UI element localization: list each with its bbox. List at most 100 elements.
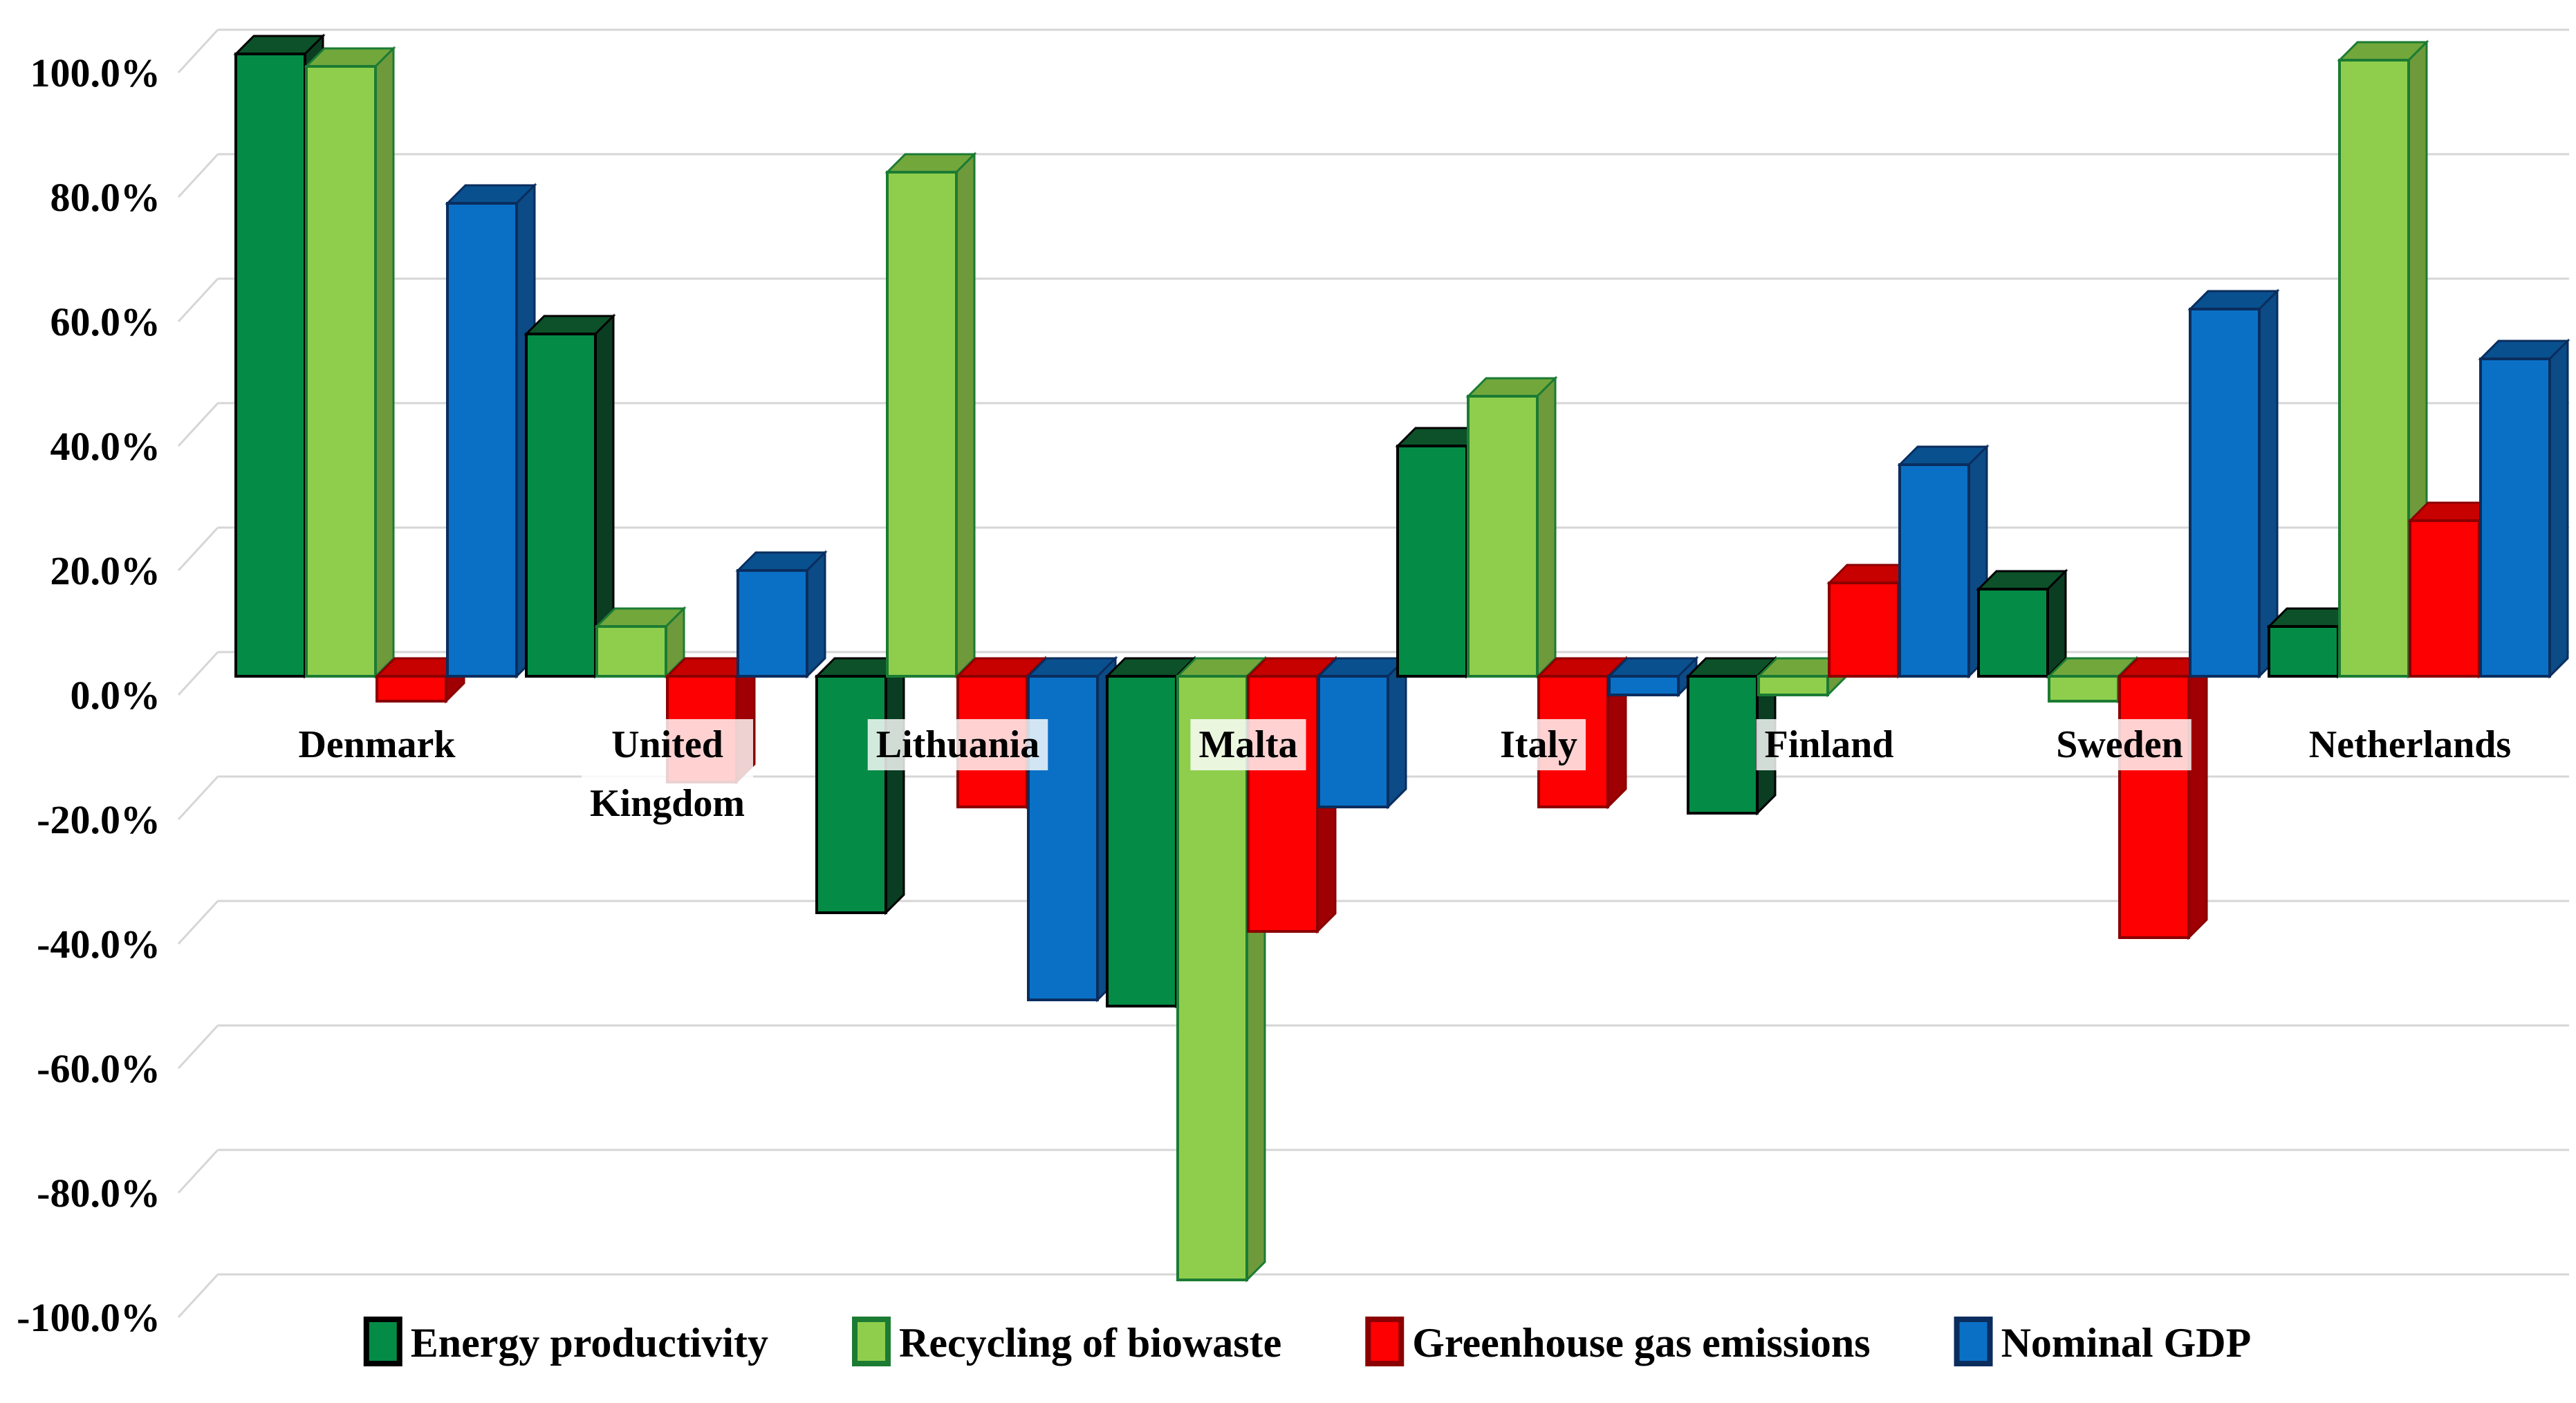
y-axis-tick-label: -20.0%: [37, 797, 160, 842]
category-label-background: [581, 719, 754, 829]
x-axis-category-label: Finland: [1756, 719, 1902, 770]
bar-front-face: [815, 675, 887, 914]
bar-finland-nominal-gdp: [1897, 444, 1990, 679]
bar-sweden-nominal-gdp: [2187, 288, 2280, 679]
bar-front-face: [1106, 675, 1178, 1007]
bar-front-face: [1247, 675, 1319, 933]
x-axis-category-label: Malta: [1190, 719, 1306, 770]
y-axis-tick-label: 60.0%: [50, 299, 161, 344]
bar-malta-nominal-gdp: [1316, 656, 1409, 810]
svg-text:Lithuania: Lithuania: [876, 723, 1040, 766]
legend-swatch-icon: [1365, 1317, 1405, 1366]
y-axis-tick-label: 100.0%: [30, 50, 161, 95]
bar-denmark-recycling-of-biowaste: [304, 46, 396, 679]
legend-label: Energy productivity: [411, 1320, 768, 1366]
bar-front-face: [2048, 675, 2120, 703]
gridline-tick-connector: [177, 900, 219, 945]
bar-lithuania-energy-productivity: [814, 656, 907, 916]
bar-front-face: [1757, 675, 1829, 696]
legend-item-energy-productivity: Energy productivity: [363, 1317, 768, 1366]
gridline-tick-connector: [177, 28, 219, 74]
y-axis-tick-label: 80.0%: [50, 175, 161, 220]
bar-malta-greenhouse-gas-emissions: [1245, 656, 1338, 934]
x-axis-category-label: Italy: [1492, 719, 1586, 770]
bar-front-face: [736, 569, 808, 678]
bar-front-face: [2189, 308, 2261, 678]
legend-item-greenhouse-gas-emissions: Greenhouse gas emissions: [1365, 1317, 1871, 1366]
bar-italy-recycling-of-biowaste: [1465, 375, 1558, 679]
bar-front-face: [305, 65, 377, 678]
bar-side-face: [955, 151, 976, 679]
bar-side-face: [1536, 375, 1557, 679]
bar-denmark-greenhouse-gas-emissions: [374, 656, 467, 704]
bar-side-face: [2187, 656, 2208, 940]
y-axis-tick-label: 0.0%: [71, 673, 161, 718]
bar-side-face: [2548, 338, 2569, 679]
legend-swatch-icon: [363, 1317, 402, 1366]
svg-text:Malta: Malta: [1198, 723, 1297, 766]
legend-swatch-icon: [852, 1317, 891, 1366]
bar-front-face: [1828, 582, 1900, 678]
svg-text:Sweden: Sweden: [2056, 723, 2183, 766]
bar-front-face: [2118, 675, 2190, 939]
legend-swatch-icon: [1954, 1317, 1993, 1366]
category-label-background: [2300, 719, 2520, 770]
bar-side-face: [2258, 288, 2279, 679]
bar-denmark-nominal-gdp: [445, 183, 537, 679]
bar-front-face: [376, 675, 447, 703]
bar-front-face: [446, 202, 518, 678]
legend-label: Recycling of biowaste: [899, 1320, 1281, 1366]
bar-front-face: [1977, 588, 2049, 678]
bar-front-face: [1176, 675, 1248, 1281]
bar-side-face: [884, 656, 905, 916]
category-label-background: [290, 719, 465, 770]
legend-item-recycling-of-biowaste: Recycling of biowaste: [852, 1317, 1281, 1366]
bar-front-face: [2479, 357, 2551, 678]
bar-malta-recycling-of-biowaste: [1175, 656, 1268, 1283]
bar-lithuania-nominal-gdp: [1026, 656, 1118, 1003]
gridline-tick-connector: [177, 402, 219, 447]
bar-front-face: [525, 333, 597, 678]
bar-front-face: [1317, 675, 1389, 808]
category-label-background: [1756, 719, 1902, 770]
bar-side-face: [2046, 568, 2067, 679]
bar-side-face: [806, 550, 826, 679]
bar-front-face: [1898, 463, 1970, 678]
bar-united-kingdom-nominal-gdp: [735, 550, 828, 679]
legend-item-nominal-gdp: Nominal GDP: [1954, 1317, 2252, 1366]
x-axis-category-label: Denmark: [290, 719, 465, 770]
gridline-tick-connector: [177, 775, 219, 821]
svg-text:Netherlands: Netherlands: [2309, 723, 2511, 766]
bar-front-face: [2409, 519, 2481, 678]
bar-front-face: [886, 171, 958, 678]
svg-text:Italy: Italy: [1500, 723, 1577, 766]
legend: Energy productivity Recycling of biowaste…: [363, 1317, 2252, 1366]
y-axis-tick-label: -60.0%: [37, 1046, 160, 1091]
category-label-background: [2048, 719, 2192, 770]
bar-front-face: [234, 53, 306, 678]
bar-sweden-energy-productivity: [1976, 568, 2068, 679]
gridline-tick-connector: [177, 1273, 219, 1319]
legend-label: Nominal GDP: [2001, 1320, 2252, 1366]
gridline-tick-connector: [177, 1149, 219, 1194]
bar-front-face: [1396, 445, 1468, 678]
bar-side-face: [1387, 656, 1407, 810]
bar-front-face: [595, 625, 667, 678]
bar-united-kingdom-recycling-of-biowaste: [594, 606, 687, 679]
bar-front-face: [1687, 675, 1759, 815]
bar-italy-nominal-gdp: [1606, 656, 1699, 698]
bar-side-face: [374, 46, 395, 679]
category-label-background: [1492, 719, 1586, 770]
x-axis-category-label: Netherlands: [2300, 719, 2520, 770]
y-axis-tick-label: 20.0%: [50, 548, 161, 593]
y-axis-tick-label: 40.0%: [50, 424, 161, 469]
bar-netherlands-nominal-gdp: [2478, 338, 2570, 679]
bar-front-face: [1467, 395, 1539, 678]
bar-sweden-recycling-of-biowaste: [2046, 656, 2139, 704]
bar-front-face: [2338, 59, 2410, 678]
bar-lithuania-recycling-of-biowaste: [884, 151, 977, 679]
gridline-tick-connector: [177, 153, 219, 198]
